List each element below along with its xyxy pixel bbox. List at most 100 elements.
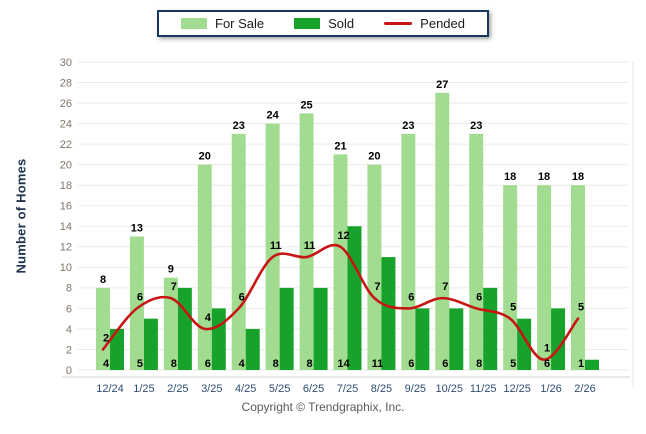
y-tick-label: 4	[66, 324, 72, 336]
for-sale-value-label: 18	[538, 171, 550, 183]
bar-for-sale	[197, 164, 212, 370]
bar-for-sale	[231, 133, 246, 370]
bar-for-sale	[367, 164, 382, 370]
pended-value-label: 2	[103, 332, 109, 344]
bar-for-sale	[503, 185, 518, 370]
for-sale-value-label: 18	[504, 171, 516, 183]
for-sale-value-label: 18	[572, 171, 584, 183]
x-tick-label: 10/25	[436, 383, 464, 395]
x-tick-label: 3/25	[201, 383, 222, 395]
x-tick-label: 12/25	[503, 383, 531, 395]
pended-value-label: 7	[442, 281, 448, 293]
pended-value-label: 6	[137, 291, 143, 303]
pended-value-label: 7	[374, 281, 380, 293]
pended-value-label: 1	[544, 343, 550, 355]
bar-sold	[381, 257, 396, 370]
bar-for-sale	[129, 236, 144, 370]
x-tick-label: 2/25	[167, 383, 188, 395]
legend-label-for-sale: For Sale	[215, 16, 265, 31]
bar-for-sale	[537, 185, 552, 370]
bar-sold	[585, 359, 599, 370]
pended-value-label: 5	[510, 302, 516, 314]
bar-sold	[449, 308, 464, 370]
pended-value-label: 11	[270, 240, 282, 252]
x-tick-label: 1/26	[540, 383, 561, 395]
y-tick-label: 24	[60, 118, 72, 130]
bar-for-sale	[96, 287, 110, 370]
legend: For Sale Sold Pended	[157, 10, 489, 37]
y-tick-label: 30	[60, 57, 72, 69]
bar-sold	[110, 328, 124, 370]
sold-value-label: 5	[510, 358, 516, 370]
for-sale-value-label: 20	[199, 151, 211, 163]
pended-value-label: 4	[205, 312, 212, 324]
legend-item-for-sale: For Sale	[181, 17, 264, 30]
y-tick-label: 2	[66, 344, 72, 356]
pended-value-label: 5	[578, 302, 584, 314]
for-sale-value-label: 21	[334, 140, 346, 152]
bar-sold	[415, 308, 430, 370]
for-sale-value-label: 8	[100, 274, 106, 286]
x-tick-label: 5/25	[269, 383, 290, 395]
y-tick-label: 14	[60, 221, 72, 233]
sold-value-label: 6	[408, 358, 414, 370]
sold-value-label: 4	[239, 358, 246, 370]
sold-value-label: 8	[273, 358, 279, 370]
sold-swatch	[294, 18, 321, 29]
for-sale-value-label: 9	[168, 264, 174, 276]
legend-item-sold: Sold	[294, 17, 354, 30]
x-tick-label: 4/25	[235, 383, 256, 395]
x-tick-label: 7/25	[337, 383, 358, 395]
x-tick-label: 6/25	[303, 383, 324, 395]
sold-value-label: 4	[103, 358, 110, 370]
x-tick-label: 12/24	[96, 383, 124, 395]
pended-value-label: 7	[171, 281, 177, 293]
y-tick-label: 12	[60, 242, 72, 254]
bar-sold	[245, 328, 260, 370]
bar-sold	[551, 308, 566, 370]
sold-value-label: 8	[171, 358, 177, 370]
x-tick-label: 9/25	[405, 383, 426, 395]
for-sale-swatch	[181, 18, 207, 29]
y-tick-label: 0	[66, 365, 72, 377]
sold-value-label: 8	[307, 358, 313, 370]
for-sale-value-label: 24	[267, 110, 280, 122]
pended-value-label: 6	[408, 291, 414, 303]
y-tick-label: 16	[60, 201, 72, 213]
bar-sold	[279, 287, 294, 370]
sold-value-label: 5	[137, 358, 143, 370]
for-sale-value-label: 27	[436, 79, 448, 91]
legend-label-sold: Sold	[328, 16, 355, 31]
legend-label-pended: Pended	[420, 16, 465, 31]
sold-value-label: 8	[476, 358, 482, 370]
y-tick-label: 20	[60, 160, 72, 172]
bar-sold	[483, 287, 498, 370]
x-tick-label: 11/25	[470, 383, 497, 395]
sold-value-label: 6	[544, 358, 550, 370]
bar-sold	[313, 287, 328, 370]
pended-line	[101, 243, 580, 362]
y-tick-label: 8	[66, 283, 72, 295]
bar-for-sale	[265, 123, 280, 370]
pended-value-label: 11	[304, 240, 316, 252]
copyright-text: Copyright © Trendgraphix, Inc.	[241, 400, 405, 414]
y-tick-label: 6	[66, 303, 72, 315]
x-tick-label: 8/25	[371, 383, 392, 395]
for-sale-value-label: 13	[131, 223, 143, 235]
y-tick-label: 18	[60, 180, 72, 192]
bar-for-sale	[469, 133, 484, 370]
bar-sold	[347, 226, 362, 370]
pended-value-label: 12	[337, 230, 349, 242]
for-sale-value-label: 23	[402, 120, 414, 132]
bar-for-sale	[435, 92, 450, 371]
sold-value-label: 6	[205, 358, 211, 370]
y-tick-label: 26	[60, 98, 72, 110]
legend-item-pended: Pended	[384, 17, 465, 30]
y-tick-label: 10	[60, 262, 72, 274]
pended-value-label: 6	[239, 291, 245, 303]
bar-sold	[177, 287, 192, 370]
for-sale-value-label: 25	[300, 99, 312, 111]
sold-value-label: 11	[372, 358, 384, 370]
